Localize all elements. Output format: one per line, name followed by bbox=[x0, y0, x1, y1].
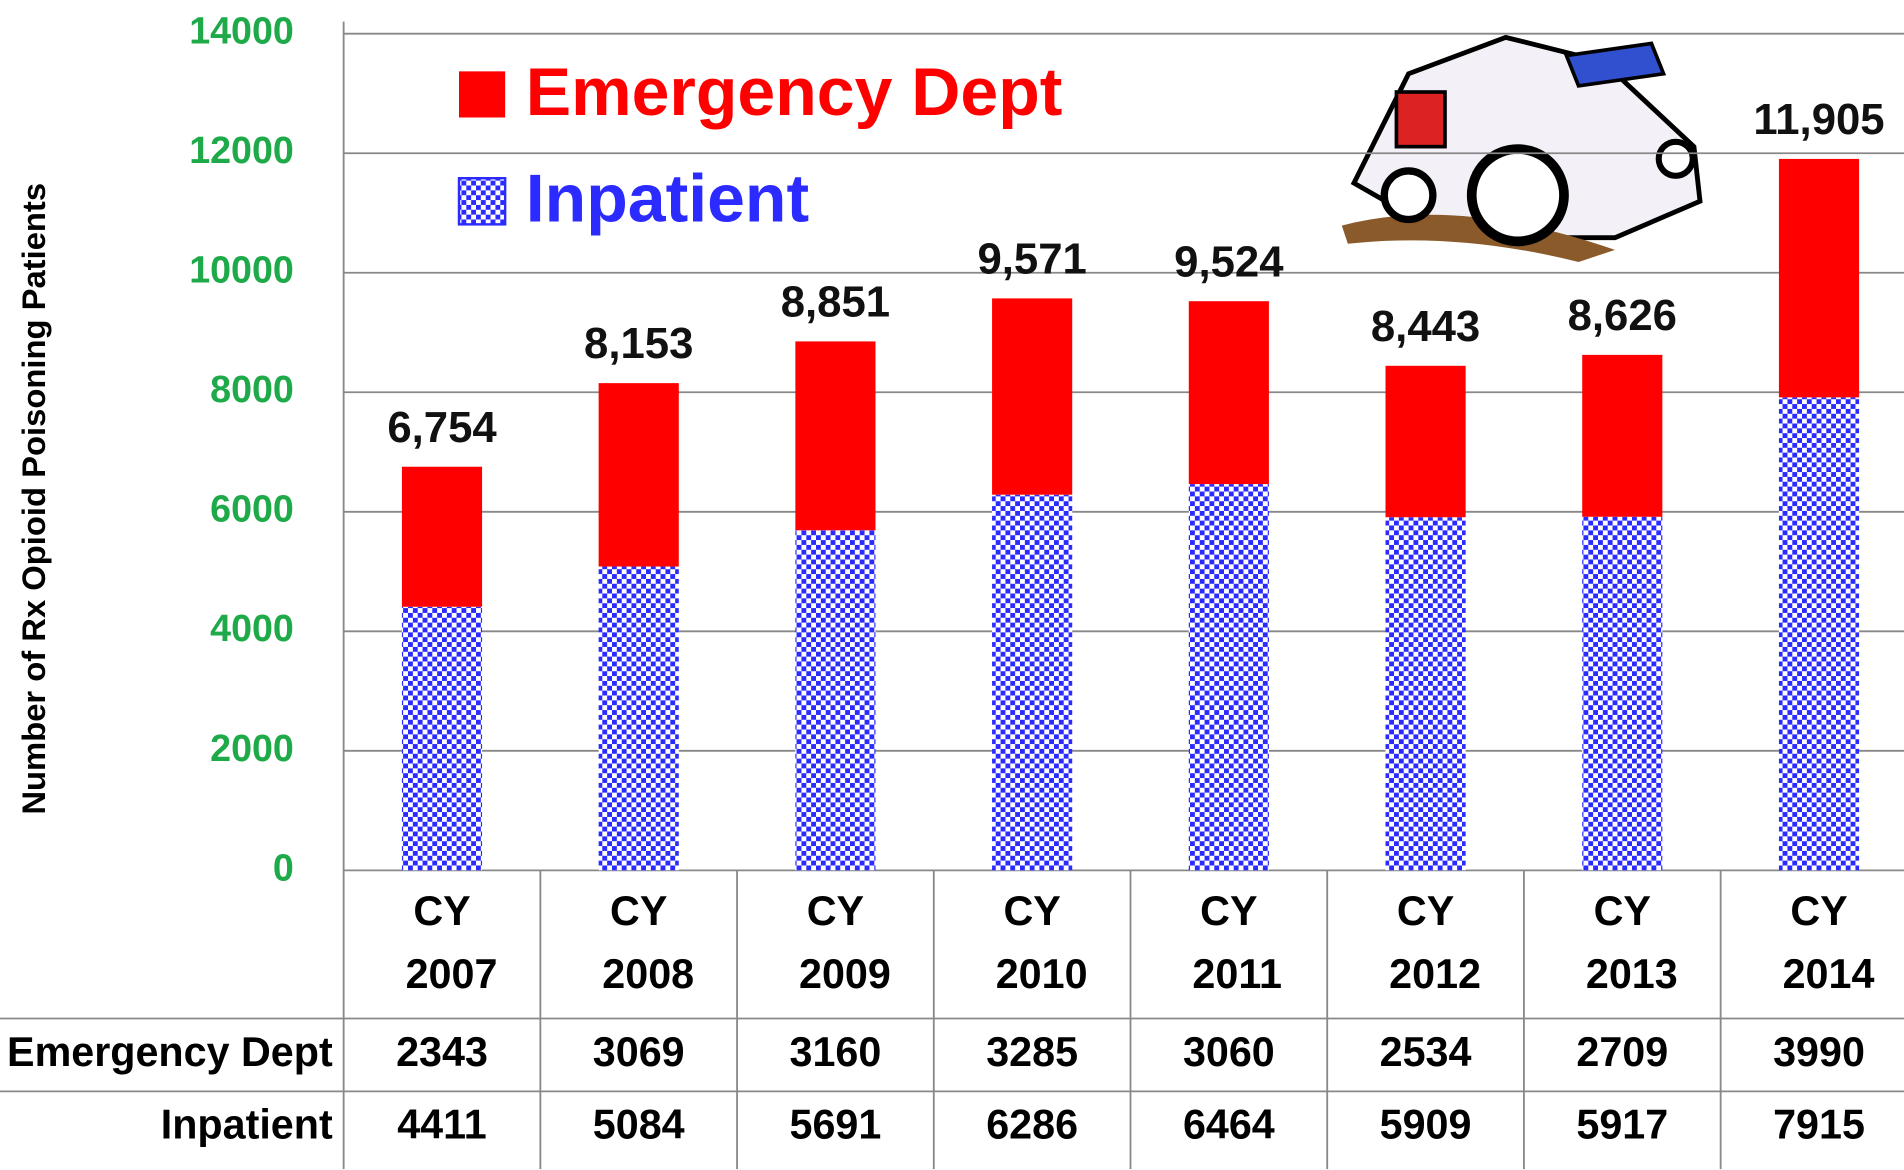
table-cell: 3060 bbox=[1183, 1029, 1275, 1075]
y-tick-label: 10000 bbox=[189, 249, 294, 291]
bar-segment bbox=[992, 298, 1072, 494]
x-tick-cell: CY 2011 bbox=[1131, 880, 1328, 1020]
bar-segment bbox=[1189, 301, 1269, 484]
total-label: 9,571 bbox=[977, 235, 1086, 284]
bar-segment bbox=[1779, 397, 1859, 870]
total-label: 8,626 bbox=[1568, 291, 1677, 340]
legend-label: Emergency Dept bbox=[526, 54, 1063, 130]
y-tick-label: 12000 bbox=[189, 129, 294, 171]
legend: Emergency Dept Inpatient bbox=[459, 54, 1062, 237]
legend-label: Inpatient bbox=[526, 161, 809, 237]
x-tick-label: CY 2014 bbox=[1783, 880, 1856, 1006]
table-cell: 5909 bbox=[1380, 1102, 1472, 1148]
y-tick-label: 8000 bbox=[210, 368, 294, 410]
y-tick-label: 4000 bbox=[210, 607, 294, 649]
total-label: 6,754 bbox=[387, 403, 497, 452]
x-tick-cell: CY 2013 bbox=[1524, 880, 1721, 1020]
x-tick-cell: CY 2008 bbox=[540, 880, 737, 1020]
total-label: 9,524 bbox=[1174, 237, 1284, 286]
table-cell: 4411 bbox=[397, 1102, 487, 1148]
x-tick-cell: CY 2007 bbox=[344, 880, 541, 1020]
table-cell: 6286 bbox=[986, 1102, 1078, 1148]
chart: Number of Rx Opioid Poisoning Patients E… bbox=[0, 0, 1904, 1170]
table-row-header: Emergency Dept bbox=[7, 1029, 333, 1075]
y-tick-label: 0 bbox=[273, 846, 294, 888]
bar-segment bbox=[1386, 366, 1466, 517]
table-cell: 2343 bbox=[396, 1029, 488, 1075]
table-cell: 3990 bbox=[1773, 1029, 1865, 1075]
legend-swatch bbox=[459, 71, 505, 117]
table-cell: 3069 bbox=[593, 1029, 685, 1075]
table-cell: 5084 bbox=[593, 1102, 685, 1148]
x-tick-label: CY 2007 bbox=[406, 880, 479, 1006]
total-label: 8,153 bbox=[584, 319, 693, 368]
bar-segment bbox=[795, 530, 875, 870]
x-tick-cell: CY 2010 bbox=[934, 880, 1131, 1020]
table-row-header: Inpatient bbox=[161, 1102, 333, 1148]
table-cell: 5917 bbox=[1576, 1102, 1668, 1148]
bar-segment bbox=[599, 567, 679, 871]
table-cell: 7915 bbox=[1773, 1102, 1865, 1148]
bar-segment bbox=[599, 383, 679, 566]
bar-segment bbox=[992, 495, 1072, 871]
x-tick-label: CY 2008 bbox=[602, 880, 675, 1006]
table-cell: 2534 bbox=[1380, 1029, 1472, 1075]
y-tick-label: 2000 bbox=[210, 727, 294, 769]
table-cell: 3160 bbox=[790, 1029, 882, 1075]
bar-segment bbox=[1582, 355, 1662, 517]
table-cell: 3285 bbox=[986, 1029, 1078, 1075]
x-tick-label: CY 2011 bbox=[1192, 880, 1265, 1006]
bar-segment bbox=[1386, 517, 1466, 870]
bar-segment bbox=[1189, 484, 1269, 870]
x-tick-cell: CY 2014 bbox=[1721, 880, 1904, 1020]
page: Number of Rx Opioid Poisoning Patients E… bbox=[0, 0, 1904, 1170]
total-label: 8,851 bbox=[781, 278, 890, 327]
bar-segment bbox=[795, 341, 875, 530]
bar-segment bbox=[402, 607, 482, 871]
bar-segment bbox=[1779, 159, 1859, 397]
table-cell: 2709 bbox=[1576, 1029, 1668, 1075]
x-tick-label: CY 2010 bbox=[996, 880, 1069, 1006]
bar-segment bbox=[1582, 517, 1662, 871]
y-tick-label: 14000 bbox=[189, 10, 294, 52]
y-axis-title: Number of Rx Opioid Poisoning Patients bbox=[15, 183, 52, 815]
x-tick-label: CY 2012 bbox=[1389, 880, 1462, 1006]
bar-segment bbox=[402, 467, 482, 607]
legend-swatch bbox=[459, 178, 505, 224]
y-tick-label: 6000 bbox=[210, 488, 294, 530]
table-cell: 6464 bbox=[1183, 1102, 1275, 1148]
x-tick-label: CY 2013 bbox=[1586, 880, 1659, 1006]
x-tick-label: CY 2009 bbox=[799, 880, 872, 1006]
ambulance-illustration bbox=[1336, 13, 1700, 262]
x-tick-cell: CY 2009 bbox=[737, 880, 934, 1020]
x-tick-cell: CY 2012 bbox=[1327, 880, 1524, 1020]
table-cell: 5691 bbox=[790, 1102, 882, 1148]
total-label: 11,905 bbox=[1753, 95, 1884, 144]
total-label: 8,443 bbox=[1371, 302, 1480, 351]
